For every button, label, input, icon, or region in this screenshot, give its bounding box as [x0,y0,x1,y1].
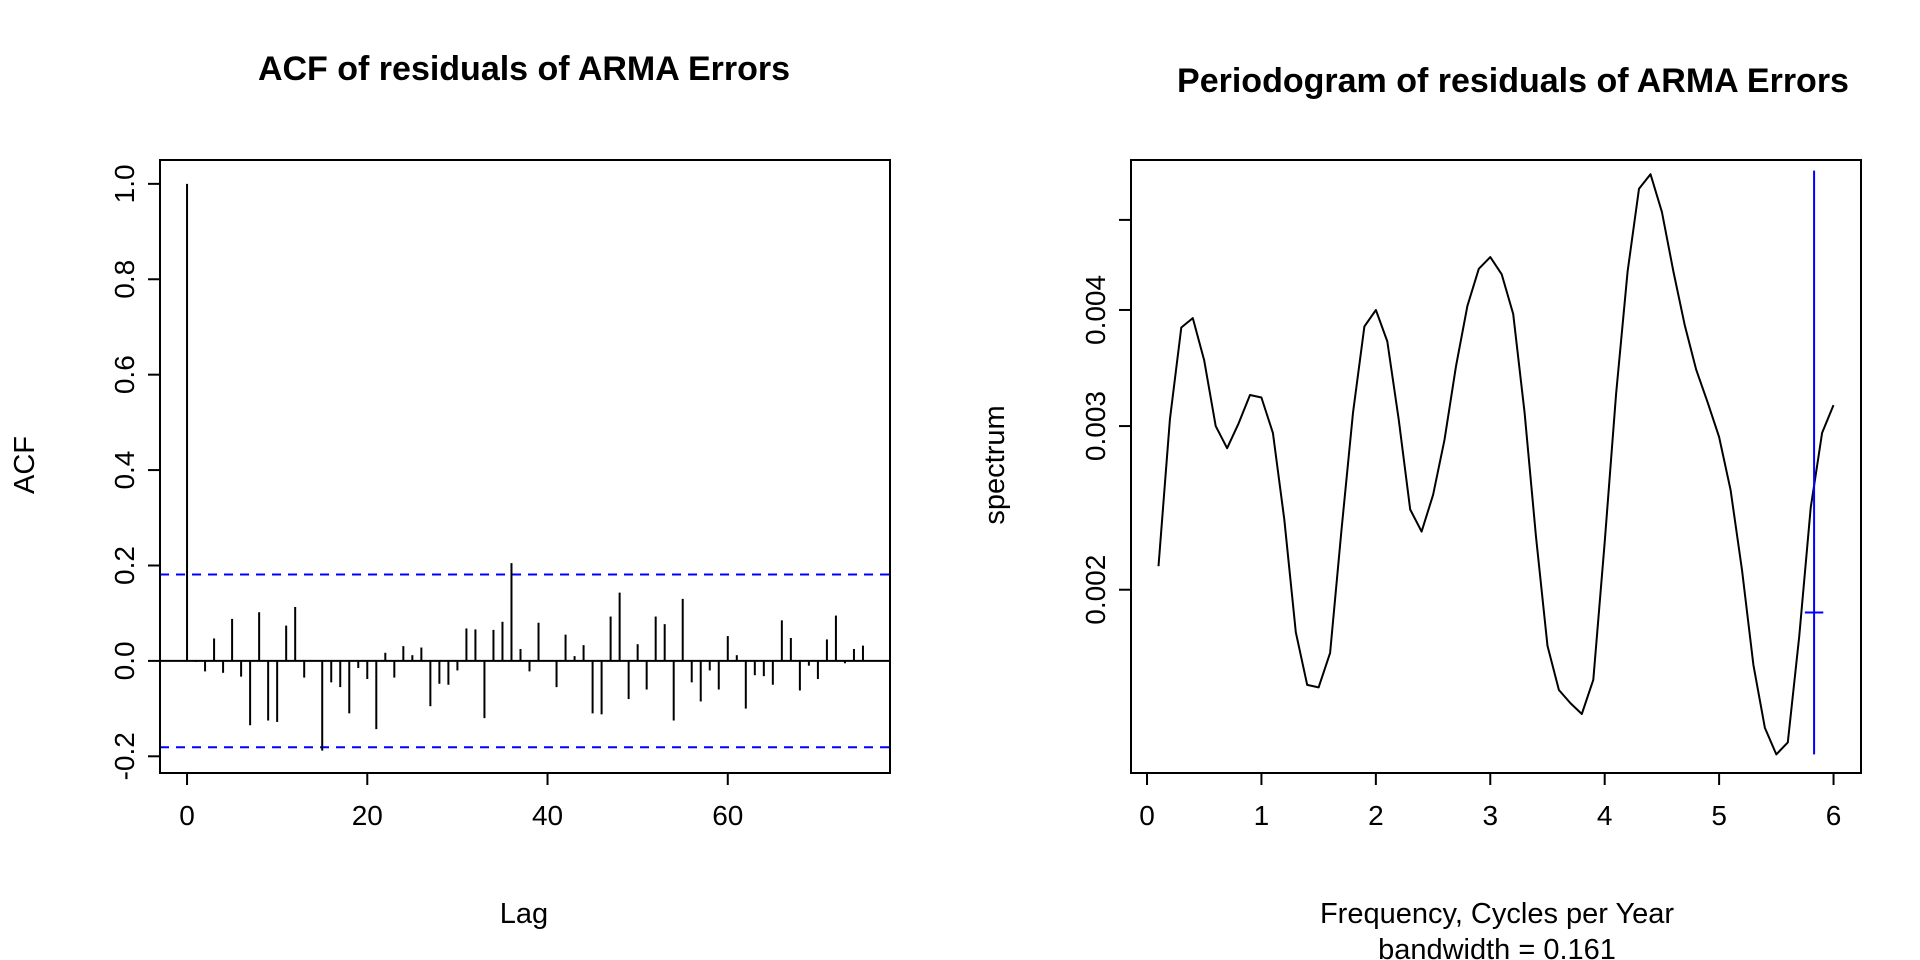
acf-panel: ACF of residuals of ARMA Errors Lag ACF … [9,50,891,930]
acf-x-tick-label: 0 [179,800,195,831]
acf-y-tick-label: 1.0 [109,164,140,203]
acf-x-tick-label: 40 [532,800,563,831]
periodogram-y-axis-label: spectrum [979,405,1011,524]
periodogram-y-tick-label: 0.004 [1080,275,1111,345]
acf-y-tick-label: 0.0 [109,641,140,680]
periodogram-x-tick-label: 5 [1711,800,1727,831]
periodogram-panel: Periodogram of residuals of ARMA Errors … [979,62,1862,960]
acf-y-tick-label: 0.6 [109,355,140,394]
acf-y-tick-label: 0.2 [109,546,140,585]
periodogram-x-tick-label: 4 [1597,800,1613,831]
periodogram-x-tick-label: 2 [1368,800,1384,831]
acf-marks: 0 20 40 60 -0.2 0.0 0.2 0.4 0.6 0.8 1.0 [109,164,890,831]
periodogram-x-tick-label: 1 [1254,800,1270,831]
periodogram-y-tick-label: 0.002 [1080,555,1111,625]
periodogram-x-tick-label: 3 [1482,800,1498,831]
acf-y-tick-label: 0.4 [109,451,140,490]
periodogram-plot-frame [1130,159,1862,774]
periodogram-x-axis-label: Frequency, Cycles per Year [1320,898,1674,930]
acf-x-tick-label: 60 [712,800,743,831]
acf-y-axis-label: ACF [9,436,41,494]
acf-x-axis-label: Lag [500,898,548,930]
periodogram-bandwidth-note: bandwidth = 0.161 [1378,934,1616,960]
acf-title: ACF of residuals of ARMA Errors [258,50,790,88]
periodogram-spectrum-line [1157,173,1835,756]
periodogram-marks: 0 1 2 3 4 5 6 0.002 0.003 0.004 [1080,170,1842,831]
periodogram-title: Periodogram of residuals of ARMA Errors [1177,62,1849,100]
periodogram-y-tick-label: 0.003 [1080,391,1111,461]
acf-y-tick-label: 0.8 [109,260,140,299]
acf-plot-frame [159,159,891,774]
acf-x-tick-label: 20 [352,800,383,831]
periodogram-x-tick-label: 6 [1826,800,1842,831]
acf-y-tick-label: -0.2 [109,732,140,780]
periodogram-x-tick-label: 0 [1139,800,1155,831]
